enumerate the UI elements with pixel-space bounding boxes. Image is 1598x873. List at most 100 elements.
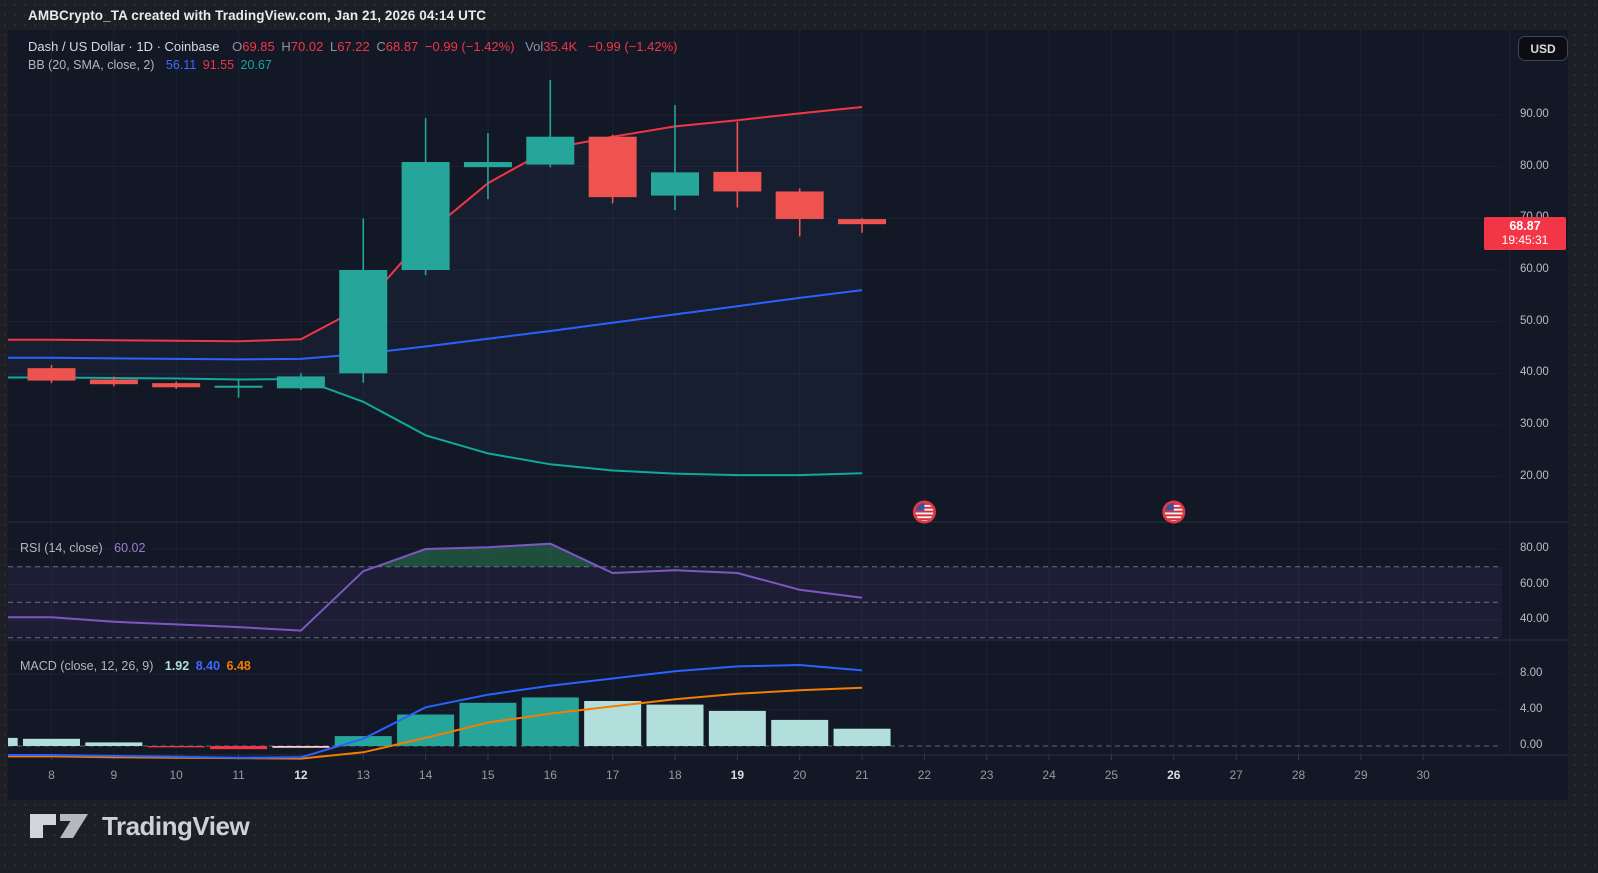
price-tick-label: 20.00: [1520, 469, 1549, 482]
last-price-badge: 68.87 19:45:31: [1484, 217, 1566, 251]
candle-body: [276, 376, 325, 389]
time-tick-label: 24: [1042, 768, 1056, 782]
candle-body: [651, 172, 699, 196]
time-tick-label: 18: [668, 768, 682, 782]
rsi-tick-label: 80.00: [1520, 542, 1549, 554]
macd-histogram-bar: [334, 736, 392, 746]
rsi-legend[interactable]: RSI (14, close) 60.02: [20, 541, 148, 555]
macd-histogram-bar: [272, 746, 330, 748]
macd-tick-label: 0.00: [1520, 739, 1543, 751]
volume-label: Vol: [525, 39, 544, 54]
price-tick-label: 60.00: [1520, 263, 1549, 275]
candle-day-13: [339, 218, 388, 383]
page-title: AMBCrypto_TA created with TradingView.co…: [28, 8, 487, 23]
time-tick-label: 25: [1104, 768, 1119, 782]
bb-legend[interactable]: BB (20, SMA, close, 2) 56.11 91.55 20.67: [28, 58, 275, 72]
candle-day-17: [588, 134, 637, 204]
candle-body: [588, 136, 637, 198]
macd-line: [8, 663, 863, 759]
time-tick-label: 13: [356, 768, 370, 782]
high-value: 70.02: [290, 39, 324, 54]
us-event-flag-icon[interactable]: [1162, 500, 1186, 524]
candle-day-20: [775, 188, 824, 237]
macd-histogram-bar: [147, 746, 205, 748]
candle-day-19: [713, 121, 762, 208]
macd-histogram-bar: [708, 710, 766, 746]
price-tick-label: 30.00: [1520, 418, 1549, 430]
close-label: C: [376, 39, 386, 54]
us-event-flag-icon[interactable]: [912, 500, 936, 524]
time-tick-label: 19: [730, 768, 745, 782]
open-value: 69.85: [242, 39, 275, 54]
symbol-legend[interactable]: Dash / US Dollar · 1D · Coinbase O69.85 …: [28, 39, 680, 54]
candle-body: [89, 379, 138, 385]
price-tick-label: 80.00: [1520, 159, 1549, 172]
candle-body: [27, 368, 76, 381]
time-tick-label: 15: [481, 768, 495, 782]
macd-hist-value: 1.92: [164, 659, 190, 673]
macd-signal-line: [8, 686, 863, 760]
rsi-value: 60.02: [114, 541, 146, 555]
time-tick-label: 22: [917, 768, 932, 782]
candle-day-10: [152, 381, 201, 389]
bb-lower-value: 20.67: [240, 58, 272, 72]
bb-basis-line: [8, 289, 863, 361]
macd-label: MACD (close, 12, 26, 9): [20, 659, 154, 673]
macd-legend[interactable]: MACD (close, 12, 26, 9) 1.92 8.40 6.48: [20, 659, 254, 673]
chart-canvas: [8, 30, 1568, 760]
rsi-tick-label: 60.00: [1520, 577, 1549, 590]
macd-line-value: 8.40: [195, 659, 221, 673]
chart-area: Dash / US Dollar · 1D · Coinbase O69.85 …: [8, 30, 1568, 800]
macd-histogram-bar: [521, 697, 579, 746]
bb-lower-line: [8, 376, 863, 477]
bb-upper-value: 91.55: [202, 58, 235, 72]
macd-histogram-bar: [646, 704, 704, 746]
price-tick-label: 40.00: [1520, 366, 1549, 379]
time-tick-label: 12: [294, 768, 308, 782]
tradingview-logo-text: TradingView: [102, 810, 250, 841]
time-tick-label: 9: [110, 768, 118, 782]
rsi-line: [8, 542, 863, 632]
candle-day-18: [651, 105, 699, 211]
candle-body: [526, 136, 575, 165]
macd-histogram-bar: [8, 737, 18, 746]
time-tick-label: 28: [1291, 768, 1306, 782]
candle-body: [152, 383, 201, 388]
macd-tick-label: 4.00: [1520, 703, 1543, 715]
time-tick-label: 26: [1167, 768, 1181, 782]
candle-body: [463, 162, 512, 168]
candle-day-9: [89, 376, 138, 387]
bb-basis-value: 56.11: [165, 58, 197, 72]
candle-day-15: [463, 133, 512, 200]
time-tick-label: 27: [1229, 768, 1243, 782]
candle-body: [775, 191, 824, 220]
macd-histogram-bar: [397, 714, 455, 746]
macd-signal-value: 6.48: [226, 659, 251, 673]
high-label: H: [281, 39, 291, 54]
macd-histogram-bar: [833, 728, 891, 746]
macd-tick-label: 8.00: [1520, 667, 1543, 679]
macd-histogram-bar: [459, 702, 517, 746]
time-tick-label: 16: [543, 768, 557, 782]
candle-day-14: [401, 118, 450, 276]
candle-body: [838, 219, 887, 225]
close-value: 68.87: [385, 39, 419, 54]
low-value: 67.22: [337, 39, 370, 54]
time-tick-label: 23: [980, 768, 994, 782]
macd-histogram-bar: [771, 719, 829, 746]
rsi-label: RSI (14, close): [20, 541, 103, 555]
candle-body: [401, 162, 450, 271]
price-tick-label: 50.00: [1520, 314, 1549, 327]
volume-value: 35.4K: [543, 39, 578, 54]
time-tick-label: 8: [48, 768, 55, 782]
symbol-title: Dash / US Dollar · 1D · Coinbase: [28, 39, 220, 54]
currency-toggle-button[interactable]: USD: [1518, 36, 1568, 61]
candle-day-12: [276, 373, 325, 390]
change-value: −0.99 (−1.42%): [424, 39, 515, 54]
candle-day-21: [838, 218, 887, 233]
macd-histogram-bar: [210, 746, 268, 750]
time-tick-label: 30: [1416, 768, 1430, 782]
low-label: L: [329, 39, 338, 54]
bb-fill: [8, 107, 863, 476]
